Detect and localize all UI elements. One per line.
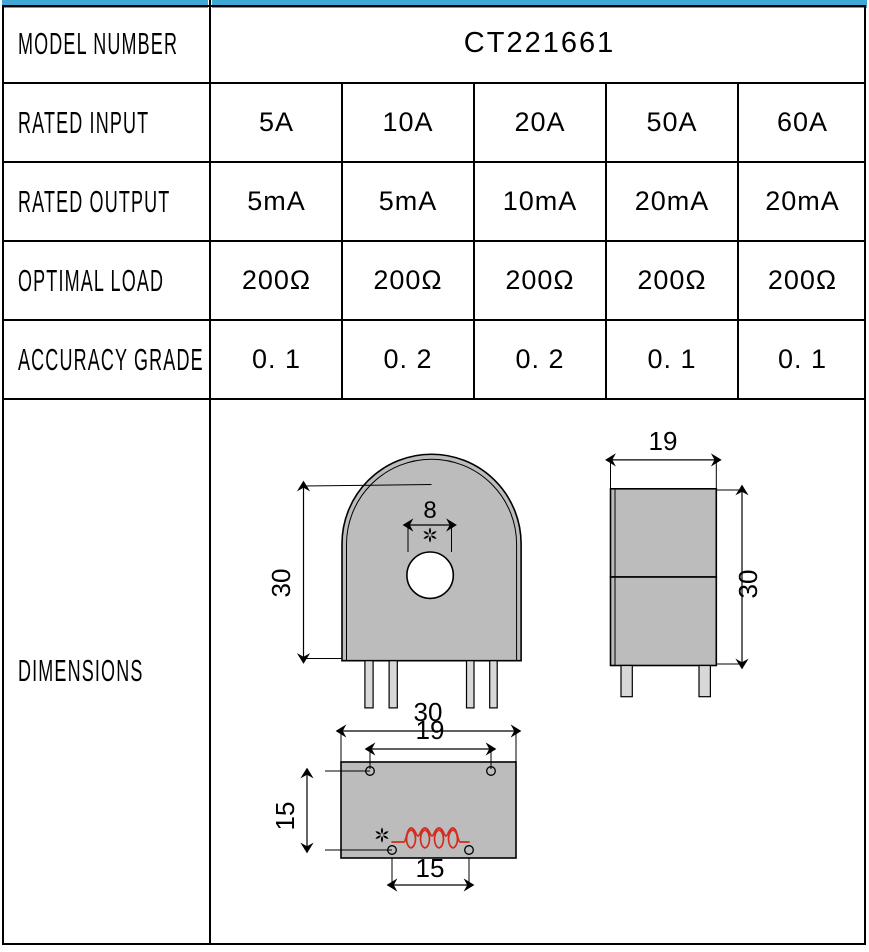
svg-text:8: 8 [423, 497, 436, 524]
svg-text:19: 19 [416, 715, 445, 745]
svg-text:15: 15 [270, 802, 300, 831]
svg-text:30: 30 [733, 570, 763, 599]
svg-text:15: 15 [416, 853, 445, 883]
svg-text:30: 30 [266, 569, 296, 598]
svg-text:19: 19 [649, 426, 678, 456]
